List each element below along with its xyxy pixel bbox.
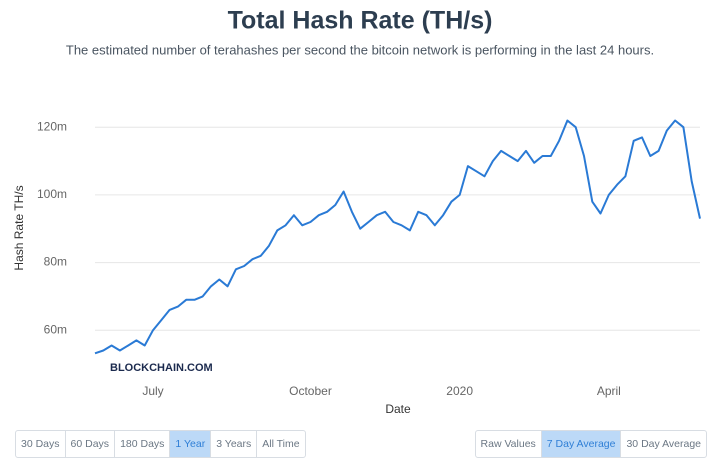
chart: Total Hash Rate (TH/s) The estimated num… — [12, 7, 701, 416]
x-tick-label: July — [142, 384, 163, 398]
toggle-button[interactable]: 7 Day Average — [541, 431, 622, 457]
toggle-button[interactable]: 30 Day Average — [626, 438, 701, 450]
x-tick-label: 2020 — [446, 384, 473, 398]
y-tick-label: 120m — [37, 119, 67, 133]
watermark: BLOCKCHAIN.COM — [110, 362, 213, 374]
toggle-button[interactable]: 30 Days — [16, 431, 66, 457]
toggle-button[interactable]: Raw Values — [476, 431, 542, 457]
chart-subtitle: The estimated number of terahashes per s… — [66, 42, 654, 57]
toggle-button[interactable]: All Time — [262, 438, 300, 450]
chart-title: Total Hash Rate (TH/s) — [228, 7, 493, 35]
average-buttons: Raw Values 7 Day Average 30 Day Average — [474, 430, 707, 458]
toggle-button[interactable]: 180 Days — [115, 431, 171, 457]
toggle-button[interactable]: 3 Years — [211, 431, 258, 457]
y-tick-label: 100m — [37, 187, 67, 201]
grid — [95, 126, 700, 331]
y-axis-label: Hash Rate TH/s — [12, 185, 26, 270]
x-tick-label: October — [289, 384, 332, 398]
x-tick-label: April — [597, 384, 621, 398]
x-axis-label: Date — [385, 402, 411, 416]
toggle-button[interactable]: 60 Days — [66, 431, 116, 457]
range-buttons: 30 Days 60 Days 180 Days 1 Year 3 Years All T… — [15, 430, 306, 458]
data-line — [94, 119, 701, 355]
y-tick-label: 80m — [44, 255, 67, 269]
y-tick-label: 60m — [44, 322, 67, 336]
toggle-button[interactable]: 1 Year — [170, 431, 212, 457]
